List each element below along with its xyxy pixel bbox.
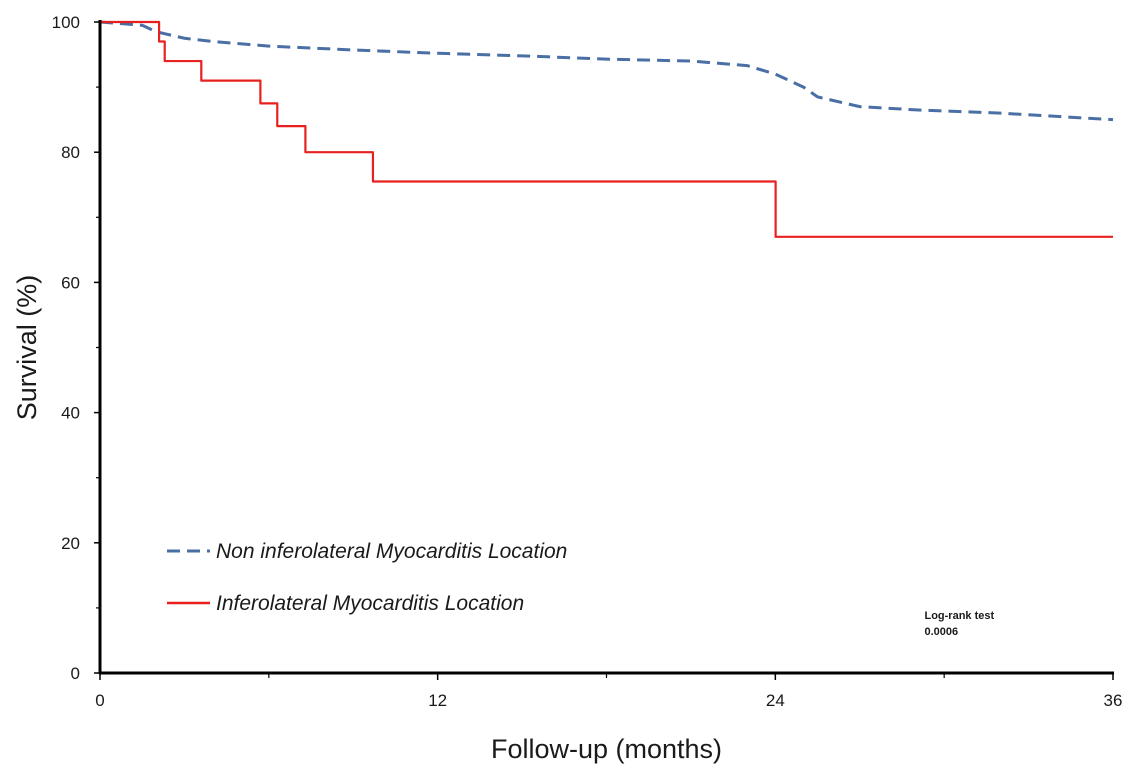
y-tick-label: 40 <box>61 404 80 423</box>
legend-label-inferolateral: Inferolateral Myocarditis Location <box>216 592 524 615</box>
x-tick-label: 24 <box>766 691 785 710</box>
series-line-inferolateral <box>100 20 1113 238</box>
y-tick-label: 80 <box>61 143 80 162</box>
legend-label-non-inferolateral: Non inferolateral Myocarditis Location <box>216 540 567 563</box>
x-tick-label: 12 <box>428 691 447 710</box>
series-line-non-inferolateral <box>99 20 1114 122</box>
x-tick-label: 0 <box>95 691 104 710</box>
log-rank-annotation: Log-rank test 0.0006 <box>924 610 994 638</box>
legend: Non inferolateral Myocarditis Location I… <box>167 540 567 615</box>
x-tick-label: 36 <box>1104 691 1123 710</box>
y-axis-title: Survival (%) <box>12 275 42 421</box>
log-rank-p-value: 0.0006 <box>924 626 958 638</box>
y-tick-label: 100 <box>52 13 80 32</box>
y-ticks: 0 20 40 60 80 100 <box>52 13 100 683</box>
series-layer <box>99 20 1114 238</box>
axes-layer: 0 20 40 60 80 100 0 12 24 36 <box>52 13 1123 710</box>
x-ticks: 0 12 24 36 <box>95 673 1122 710</box>
y-tick-label: 60 <box>61 273 80 292</box>
x-axis-title: Follow-up (months) <box>491 734 722 764</box>
log-rank-title: Log-rank test <box>924 610 994 622</box>
y-tick-label: 0 <box>71 664 80 683</box>
y-tick-label: 20 <box>61 534 80 553</box>
